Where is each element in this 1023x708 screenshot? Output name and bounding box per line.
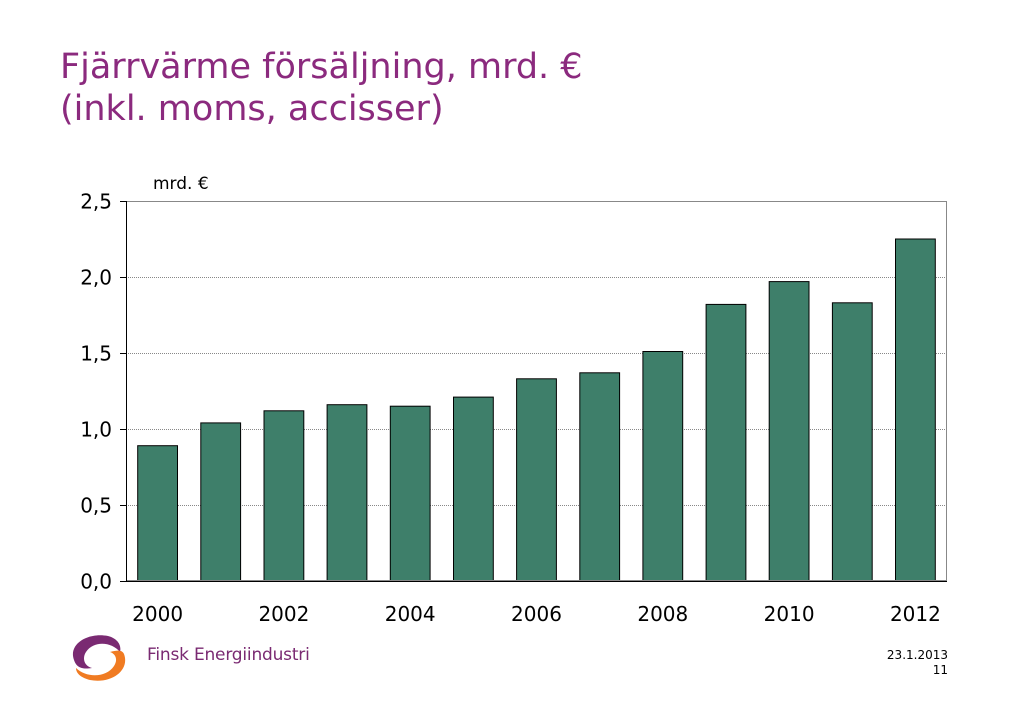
bar-2010	[768, 281, 810, 582]
bar-2009	[705, 303, 747, 582]
x-tick-label: 2004	[385, 602, 436, 626]
bar-2007	[579, 372, 621, 582]
x-tick-label: 2012	[890, 602, 941, 626]
y-axis-unit-label: mrd. €	[153, 174, 209, 194]
slide-footer: 23.1.2013 11	[887, 648, 948, 678]
bar-2003	[326, 404, 368, 582]
x-tick-label: 2000	[132, 602, 183, 626]
company-name: Finsk Energiindustri	[147, 645, 310, 665]
y-tick-label: 2,0	[80, 266, 112, 290]
bar-2012	[895, 238, 936, 582]
slide-title: Fjärrvärme försäljning, mrd. € (inkl. mo…	[60, 46, 583, 130]
finsk-energiindustri-logo-icon	[72, 635, 126, 681]
bar-2000	[137, 445, 178, 582]
x-tick-label: 2008	[637, 602, 688, 626]
y-tick-label: 2,5	[80, 190, 112, 214]
title-line-1: Fjärrvärme försäljning, mrd. €	[60, 47, 583, 87]
bar-2004	[389, 405, 431, 582]
y-tick-label: 1,0	[80, 418, 112, 442]
bar-2006	[516, 378, 557, 582]
slide-date: 23.1.2013	[886, 648, 948, 662]
y-axis-ticks: 0,0 0,5 1,0 1,5 2,0 2,5	[80, 190, 127, 594]
x-axis-ticks: 2000 2002 2004 2006 2008 2010 2012	[126, 581, 947, 626]
y-tick-label: 0,0	[80, 570, 112, 594]
bar-2002	[263, 410, 305, 582]
bar-2005	[453, 396, 494, 582]
y-tick-label: 0,5	[80, 494, 112, 518]
bar-2001	[200, 422, 242, 582]
title-line-2: (inkl. moms, accisser)	[60, 89, 444, 129]
bar-2011	[831, 302, 873, 582]
x-tick-label: 2006	[511, 602, 562, 626]
bars	[137, 238, 936, 582]
page-number: 11	[932, 663, 948, 677]
bar-2008	[642, 351, 684, 582]
x-tick-label: 2002	[258, 602, 309, 626]
x-tick-label: 2010	[764, 602, 815, 626]
y-tick-label: 1,5	[80, 342, 112, 366]
